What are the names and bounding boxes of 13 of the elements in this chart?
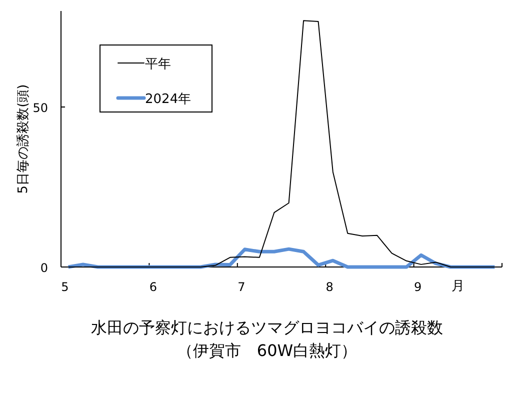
text: （伊賀市 60W白熱灯）: [176, 341, 358, 360]
x-tick-label: 8: [326, 280, 334, 294]
x-tick-label: 7: [238, 280, 246, 294]
legend-label: 2024年: [145, 92, 192, 107]
y-axis-title: 5日毎の誘殺数(頭): [16, 84, 31, 194]
x-axis-title: 月: [451, 279, 464, 294]
text: 水田の予察灯におけるツマグロヨコバイの誘殺数: [91, 318, 443, 337]
legend-label: 平年: [145, 57, 171, 72]
y-tick-label: 50: [32, 101, 48, 115]
y-tick-label: 0: [40, 261, 48, 275]
x-tick-label: 6: [149, 280, 158, 294]
x-tick-label: 5: [61, 280, 69, 294]
x-tick-label: 9: [414, 280, 422, 294]
